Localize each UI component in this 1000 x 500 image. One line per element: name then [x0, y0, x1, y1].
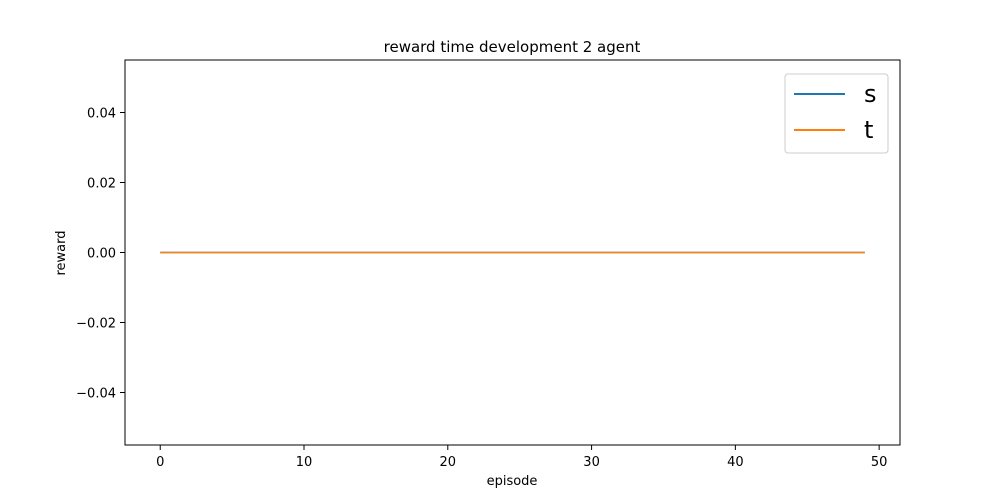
x-tick-label: 40: [727, 455, 744, 470]
y-tick-label: −0.02: [76, 317, 116, 332]
y-tick-label: 0.02: [87, 177, 116, 192]
x-tick-label: 50: [871, 455, 888, 470]
x-axis-label: episode: [487, 474, 538, 489]
x-tick-label: 30: [583, 455, 600, 470]
x-tick-label: 0: [156, 455, 164, 470]
x-axis: 0 10 20 30 40 50: [156, 445, 887, 470]
y-tick-label: 0.04: [87, 107, 116, 122]
legend: st: [784, 73, 889, 154]
x-tick-label: 20: [440, 455, 457, 470]
y-tick-label: 0.00: [87, 247, 116, 262]
y-axis: −0.04 −0.02 0.00 0.02 0.04: [76, 107, 125, 402]
y-axis-label: reward: [54, 230, 69, 275]
chart-title: reward time development 2 agent: [384, 38, 641, 56]
y-tick-label: −0.04: [76, 387, 116, 402]
legend-label-t: t: [864, 116, 873, 144]
legend-label-s: s: [864, 80, 877, 108]
x-tick-label: 10: [296, 455, 313, 470]
